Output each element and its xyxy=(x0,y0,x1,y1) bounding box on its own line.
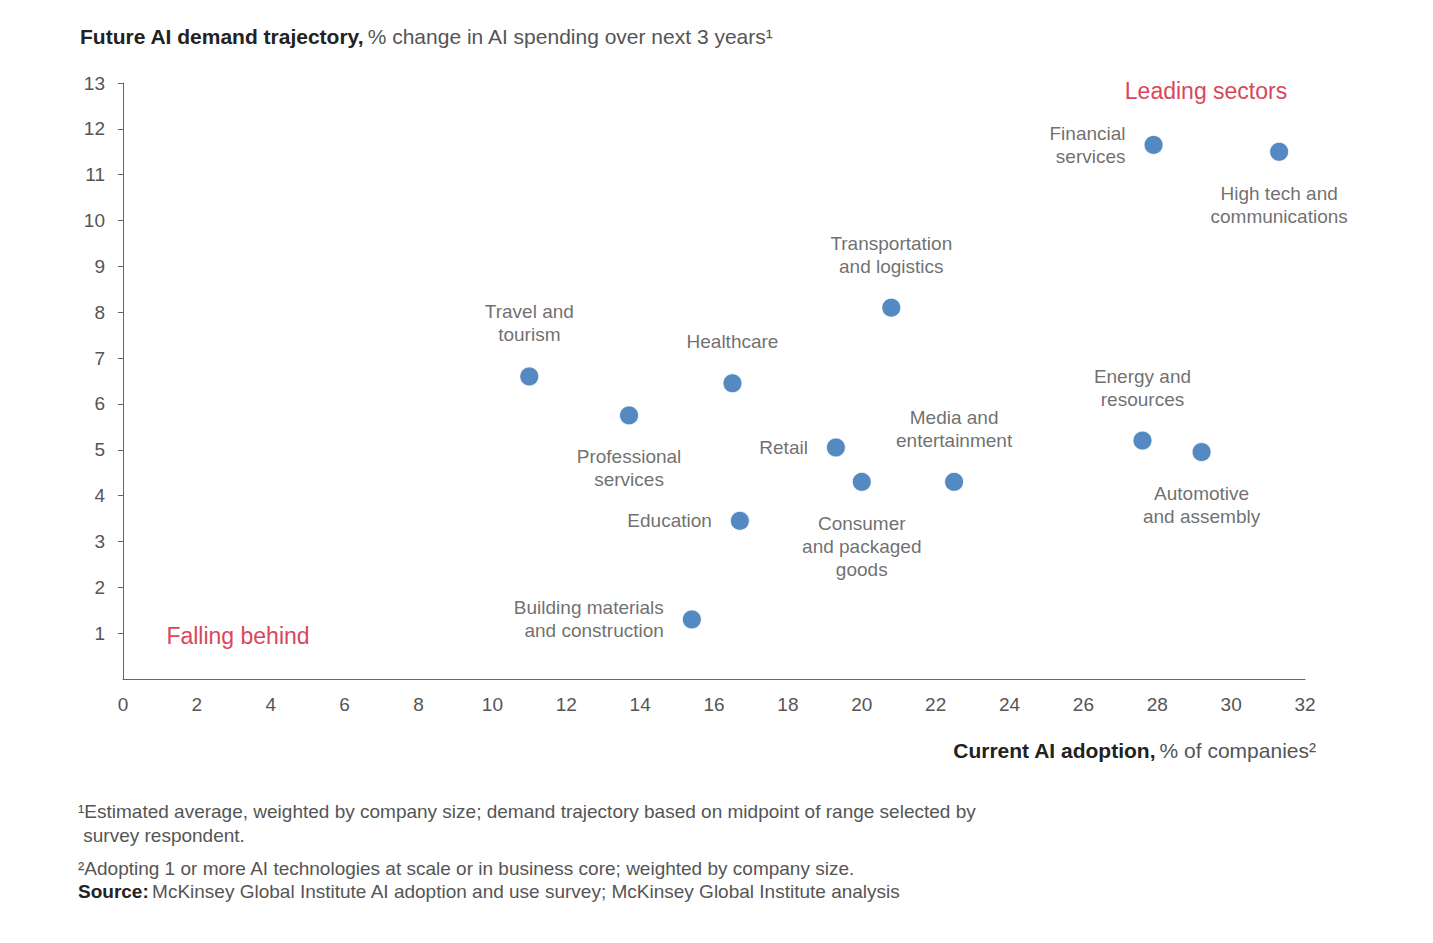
svg-text:18: 18 xyxy=(777,694,798,715)
svg-text:30: 30 xyxy=(1221,694,1242,715)
svg-text:4: 4 xyxy=(94,485,105,506)
svg-text:survey respondent.: survey respondent. xyxy=(78,825,245,846)
svg-text:Source:: Source: xyxy=(78,881,149,902)
svg-text:Automotive: Automotive xyxy=(1154,483,1249,504)
svg-text:10: 10 xyxy=(84,210,105,231)
svg-text:Building materials: Building materials xyxy=(514,597,664,618)
svg-text:communications: communications xyxy=(1211,206,1348,227)
svg-text:4: 4 xyxy=(265,694,276,715)
svg-text:16: 16 xyxy=(703,694,724,715)
svg-text:entertainment: entertainment xyxy=(896,430,1013,451)
svg-text:24: 24 xyxy=(999,694,1021,715)
svg-text:Healthcare: Healthcare xyxy=(687,331,779,352)
svg-text:2: 2 xyxy=(192,694,203,715)
svg-text:and construction: and construction xyxy=(524,620,663,641)
svg-text:Current AI adoption,: Current AI adoption, xyxy=(953,739,1155,762)
svg-text:8: 8 xyxy=(413,694,424,715)
svg-text:2: 2 xyxy=(94,577,105,598)
svg-text:28: 28 xyxy=(1147,694,1168,715)
svg-text:Professional: Professional xyxy=(577,446,682,467)
svg-text:0: 0 xyxy=(118,694,129,715)
svg-text:6: 6 xyxy=(339,694,350,715)
svg-text:14: 14 xyxy=(630,694,652,715)
svg-text:Education: Education xyxy=(627,510,712,531)
svg-text:26: 26 xyxy=(1073,694,1094,715)
svg-text:High tech and: High tech and xyxy=(1221,183,1338,204)
svg-text:and logistics: and logistics xyxy=(839,256,944,277)
svg-text:Travel and: Travel and xyxy=(485,301,574,322)
svg-text:services: services xyxy=(1056,146,1126,167)
svg-text:tourism: tourism xyxy=(498,324,560,345)
svg-text:% of companies²: % of companies² xyxy=(1160,739,1316,762)
svg-text:Transportation: Transportation xyxy=(830,233,952,254)
svg-text:20: 20 xyxy=(851,694,872,715)
svg-text:% change in AI spending over n: % change in AI spending over next 3 year… xyxy=(368,25,773,48)
svg-text:13: 13 xyxy=(84,73,105,94)
svg-text:11: 11 xyxy=(85,164,105,185)
svg-text:12: 12 xyxy=(556,694,577,715)
svg-text:6: 6 xyxy=(94,393,105,414)
svg-text:22: 22 xyxy=(925,694,946,715)
svg-text:Energy and: Energy and xyxy=(1094,366,1191,387)
svg-text:5: 5 xyxy=(94,439,105,460)
svg-text:Retail: Retail xyxy=(759,437,808,458)
svg-text:7: 7 xyxy=(94,348,105,369)
svg-text:Falling behind: Falling behind xyxy=(166,623,309,649)
svg-text:and packaged: and packaged xyxy=(802,536,921,557)
svg-text:1: 1 xyxy=(94,623,105,644)
svg-text:Future AI demand trajectory,: Future AI demand trajectory, xyxy=(80,25,364,48)
svg-text:Leading sectors: Leading sectors xyxy=(1125,78,1287,104)
svg-text:services: services xyxy=(594,469,664,490)
svg-text:12: 12 xyxy=(84,118,105,139)
svg-text:3: 3 xyxy=(94,531,105,552)
svg-text:8: 8 xyxy=(94,302,105,323)
svg-text:Financial: Financial xyxy=(1050,123,1126,144)
svg-text:and assembly: and assembly xyxy=(1143,506,1261,527)
svg-text:²Adopting 1 or more AI technol: ²Adopting 1 or more AI technologies at s… xyxy=(78,858,854,879)
svg-text:32: 32 xyxy=(1294,694,1315,715)
svg-text:Consumer: Consumer xyxy=(818,513,906,534)
svg-text:Media and: Media and xyxy=(910,407,999,428)
svg-text:goods: goods xyxy=(836,559,888,580)
svg-text:¹Estimated average, weighted b: ¹Estimated average, weighted by company … xyxy=(78,801,976,822)
svg-text:McKinsey Global Institute AI a: McKinsey Global Institute AI adoption an… xyxy=(152,881,900,902)
svg-text:10: 10 xyxy=(482,694,503,715)
svg-text:9: 9 xyxy=(94,256,105,277)
svg-text:resources: resources xyxy=(1101,389,1184,410)
